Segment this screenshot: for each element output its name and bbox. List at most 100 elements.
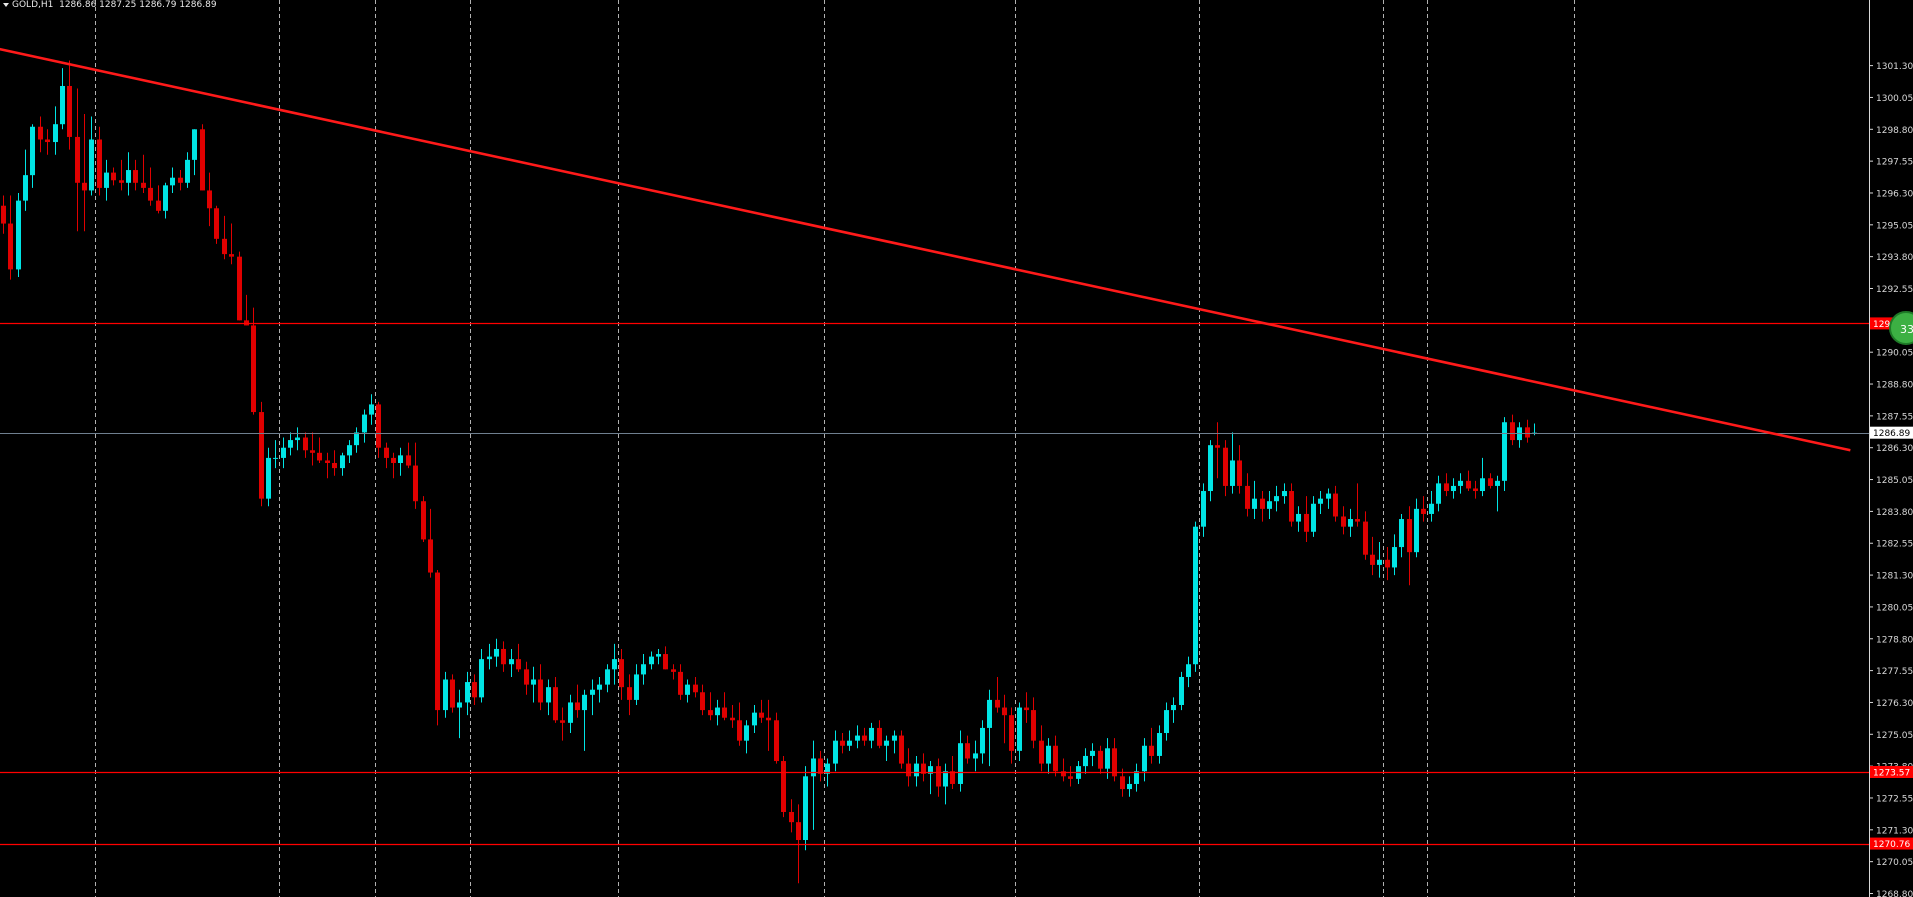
candle-body xyxy=(133,170,138,183)
candle-body xyxy=(899,735,904,764)
candle-body xyxy=(663,654,668,670)
candle-body xyxy=(1098,750,1103,769)
candle-body xyxy=(38,126,43,140)
candle-body xyxy=(892,735,897,741)
bid-price-label: 1286.89 xyxy=(1873,429,1910,439)
price-tick-label: 1268.80 xyxy=(1876,890,1913,897)
candle-body xyxy=(362,414,367,433)
candle-body xyxy=(906,763,911,777)
candle-body xyxy=(443,679,448,711)
candle-body xyxy=(605,669,610,685)
candle-body xyxy=(192,129,197,160)
candle-body xyxy=(958,743,963,784)
candle-body xyxy=(553,687,558,721)
candle-body xyxy=(1031,710,1036,741)
price-tick-label: 1277.55 xyxy=(1876,667,1913,677)
candle-body xyxy=(1201,491,1206,527)
candle-body xyxy=(1414,508,1419,553)
candle-body xyxy=(1083,755,1088,767)
candle-body xyxy=(501,648,506,665)
price-tick-label: 1300.05 xyxy=(1876,94,1913,104)
candle-body xyxy=(398,455,403,463)
symbol-label: GOLD,H1 xyxy=(12,0,54,10)
candle-body xyxy=(170,177,175,186)
candle-body xyxy=(936,766,941,787)
candle-body xyxy=(472,682,477,698)
candle-body xyxy=(53,124,58,143)
candle-body xyxy=(752,712,757,726)
price-tick-label: 1287.55 xyxy=(1876,412,1913,422)
candle-body xyxy=(1377,559,1382,565)
candle-body xyxy=(406,455,411,466)
candle-body xyxy=(310,450,315,453)
candle-body xyxy=(1318,498,1323,504)
candle-body xyxy=(1333,493,1338,517)
price-tick-label: 1298.80 xyxy=(1876,126,1913,136)
candle-body xyxy=(303,437,308,451)
candle-body xyxy=(1370,554,1375,565)
candle-body xyxy=(693,684,698,693)
price-tick-label: 1282.55 xyxy=(1876,540,1913,550)
candle-body xyxy=(671,669,676,672)
candle-body xyxy=(494,648,499,657)
candle-body xyxy=(421,501,426,540)
candle-body xyxy=(295,437,300,441)
candle-body xyxy=(214,208,219,239)
candle-body xyxy=(273,457,278,459)
candle-body xyxy=(1024,707,1029,711)
level-price-label-bg xyxy=(1870,765,1913,778)
candle-body xyxy=(1046,745,1051,764)
candle-body xyxy=(516,659,521,670)
candle-body xyxy=(1326,493,1331,499)
candle-body xyxy=(200,129,205,191)
candle-body xyxy=(546,687,551,703)
candle-body xyxy=(148,187,153,201)
price-tick-label: 1285.05 xyxy=(1876,476,1913,486)
candle-body xyxy=(111,172,116,181)
price-tick-label: 1271.30 xyxy=(1876,826,1913,836)
candle-body xyxy=(531,679,536,685)
candle-body xyxy=(1230,460,1235,486)
candle-body xyxy=(1002,707,1007,716)
candle-body xyxy=(1068,776,1073,779)
candle-body xyxy=(708,710,713,716)
candle-body xyxy=(1245,485,1250,509)
candle-body xyxy=(1061,771,1066,777)
price-tick-label: 1293.80 xyxy=(1876,253,1913,263)
candle-body xyxy=(1473,488,1478,492)
price-tick-label: 1281.30 xyxy=(1876,572,1913,582)
candle-body xyxy=(30,126,35,176)
candle-body xyxy=(391,457,396,463)
candle-body xyxy=(1355,519,1360,522)
candle-body xyxy=(928,766,933,774)
candle-body xyxy=(1009,715,1014,751)
candle-body xyxy=(67,85,72,137)
candle-body xyxy=(641,664,646,675)
candle-body xyxy=(259,412,264,499)
candle-body xyxy=(450,679,455,708)
candle-body xyxy=(281,447,286,458)
candle-body xyxy=(317,452,322,461)
candle-body xyxy=(1017,707,1022,751)
candle-body xyxy=(649,656,654,665)
trade-count-badge[interactable]: 33 xyxy=(1889,311,1913,345)
candle-body xyxy=(104,172,109,188)
candle-body xyxy=(995,699,1000,708)
candle-body xyxy=(921,763,926,774)
candle-body xyxy=(1488,478,1493,486)
price-tick-label: 1292.55 xyxy=(1876,285,1913,295)
candle-body xyxy=(619,659,624,688)
candle-body xyxy=(538,679,543,703)
candle-body xyxy=(950,771,955,784)
price-tick-label: 1272.55 xyxy=(1876,794,1913,804)
price-tick-label: 1280.05 xyxy=(1876,603,1913,613)
candle-body xyxy=(1436,483,1441,504)
price-tick-label: 1296.30 xyxy=(1876,189,1913,199)
candle-body xyxy=(1510,422,1515,441)
price-tick-label: 1270.05 xyxy=(1876,858,1913,868)
candle-body xyxy=(700,692,705,711)
dropdown-triangle-icon[interactable] xyxy=(3,2,9,7)
candle-body xyxy=(119,180,124,183)
candle-body xyxy=(376,404,381,448)
